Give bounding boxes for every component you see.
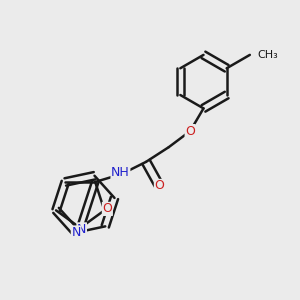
Text: NH: NH [111, 166, 130, 179]
Text: N: N [77, 223, 86, 236]
Text: O: O [185, 124, 195, 138]
Text: N: N [71, 226, 81, 239]
Text: O: O [102, 202, 112, 215]
Text: O: O [154, 179, 164, 193]
Text: CH₃: CH₃ [257, 50, 278, 60]
